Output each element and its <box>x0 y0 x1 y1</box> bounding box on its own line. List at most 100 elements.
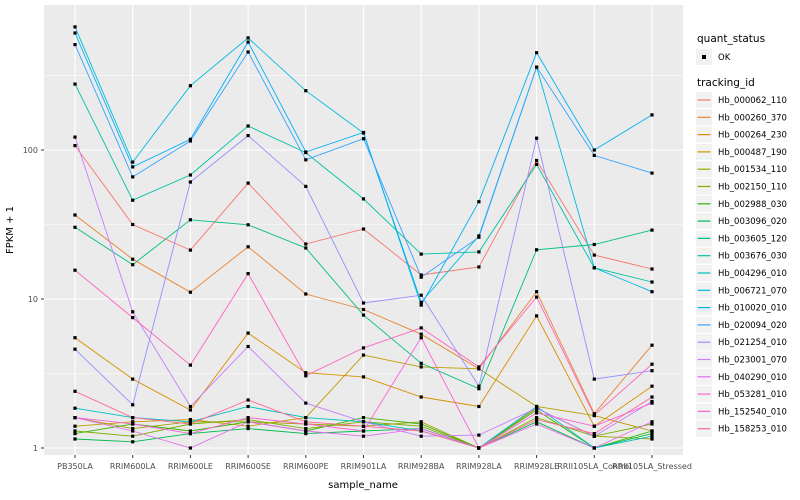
data-point <box>246 36 250 40</box>
data-point <box>650 290 654 294</box>
data-point <box>477 384 481 388</box>
data-point <box>304 427 308 431</box>
gridlines-group <box>44 5 683 455</box>
data-point <box>131 263 135 267</box>
y-tick-label: 1 <box>33 444 38 453</box>
legend-item-label: Hb_004296_010 <box>718 269 787 279</box>
data-point <box>188 408 192 412</box>
data-point <box>419 420 423 424</box>
legend-item: Hb_003605_120 <box>696 230 787 247</box>
axes-group: 1 10 100 PB350LA RRIM600LA RRIM600LE RRIM600SE… <box>23 146 692 471</box>
legend-item: Hb_006721_070 <box>696 282 787 299</box>
legend-item-label: Hb_023001_070 <box>718 356 787 366</box>
data-point <box>477 387 481 391</box>
data-point <box>419 326 423 330</box>
data-point <box>188 432 192 436</box>
data-point <box>304 432 308 436</box>
data-point <box>304 422 308 426</box>
x-tick-label: RRIM600SE <box>225 462 271 471</box>
data-point <box>73 429 77 433</box>
data-point <box>188 218 192 222</box>
legend-item-label: Hb_002988_030 <box>718 200 787 210</box>
data-point <box>650 280 654 284</box>
legend-item-label: Hb_002150_110 <box>718 183 787 193</box>
data-point <box>535 408 539 412</box>
data-point <box>419 429 423 433</box>
data-point <box>304 416 308 420</box>
data-point <box>650 369 654 373</box>
data-point <box>188 418 192 422</box>
data-point <box>592 446 596 450</box>
legend-item: Hb_001534_110 <box>696 161 787 178</box>
legend-item-label: Hb_158253_010 <box>718 425 787 435</box>
data-point <box>73 389 77 393</box>
data-point <box>361 197 366 201</box>
data-point <box>535 314 539 318</box>
data-point <box>361 420 366 424</box>
data-point <box>419 424 423 428</box>
data-point <box>361 434 366 438</box>
legend-item: Hb_000260_370 <box>696 109 787 126</box>
data-point <box>650 422 654 426</box>
data-point <box>73 406 77 410</box>
data-point <box>246 420 250 424</box>
data-point <box>592 148 596 152</box>
data-point <box>131 420 135 424</box>
data-point <box>419 365 423 369</box>
data-point <box>419 427 423 431</box>
data-point <box>188 446 192 450</box>
data-point <box>73 432 77 436</box>
data-point <box>131 377 135 381</box>
data-point <box>304 429 308 433</box>
x-tick-label: RRIM928BA <box>398 462 445 471</box>
data-point <box>73 336 77 340</box>
data-point <box>535 404 539 409</box>
data-point <box>188 84 192 88</box>
data-point <box>592 432 596 436</box>
data-point <box>361 137 366 141</box>
data-point <box>535 416 539 420</box>
legend: quant_status tracking_id OK Hb_000062_110… <box>696 33 787 437</box>
data-point <box>73 213 77 217</box>
data-point <box>419 395 423 399</box>
legend-item: Hb_002150_110 <box>696 178 787 195</box>
data-point <box>131 310 135 314</box>
data-point <box>361 313 366 317</box>
data-point <box>419 300 423 304</box>
data-point <box>477 365 481 369</box>
data-point <box>73 82 77 86</box>
data-point <box>361 424 366 428</box>
data-point <box>246 427 250 431</box>
data-point <box>477 446 481 450</box>
data-point <box>73 437 77 441</box>
data-point <box>304 246 308 250</box>
data-point <box>188 363 192 367</box>
legend-item: Hb_158253_010 <box>696 420 787 437</box>
data-point <box>188 290 192 294</box>
legend-item-label: Hb_006721_070 <box>718 286 787 296</box>
data-point <box>246 272 250 276</box>
data-point <box>188 420 192 424</box>
legend-ok-marker-icon <box>702 55 706 59</box>
data-point <box>592 153 596 157</box>
data-point <box>650 384 654 388</box>
data-point <box>419 422 423 426</box>
data-point <box>131 427 135 431</box>
data-point <box>304 242 308 246</box>
data-point <box>477 265 481 269</box>
legend-ok-label: OK <box>718 53 731 63</box>
data-point <box>73 424 77 428</box>
data-point <box>304 89 308 93</box>
data-point <box>535 65 539 69</box>
x-tick-label: RRIM600LE <box>168 462 213 471</box>
data-point <box>535 422 539 426</box>
data-point <box>650 429 654 433</box>
data-point <box>361 375 366 379</box>
data-point <box>650 343 654 347</box>
data-point <box>188 404 192 409</box>
legend-item: Hb_021254_010 <box>696 334 787 351</box>
data-point <box>477 404 481 409</box>
legend-item-label: Hb_020094_020 <box>718 321 787 331</box>
legend-item: Hb_000487_190 <box>696 143 787 160</box>
